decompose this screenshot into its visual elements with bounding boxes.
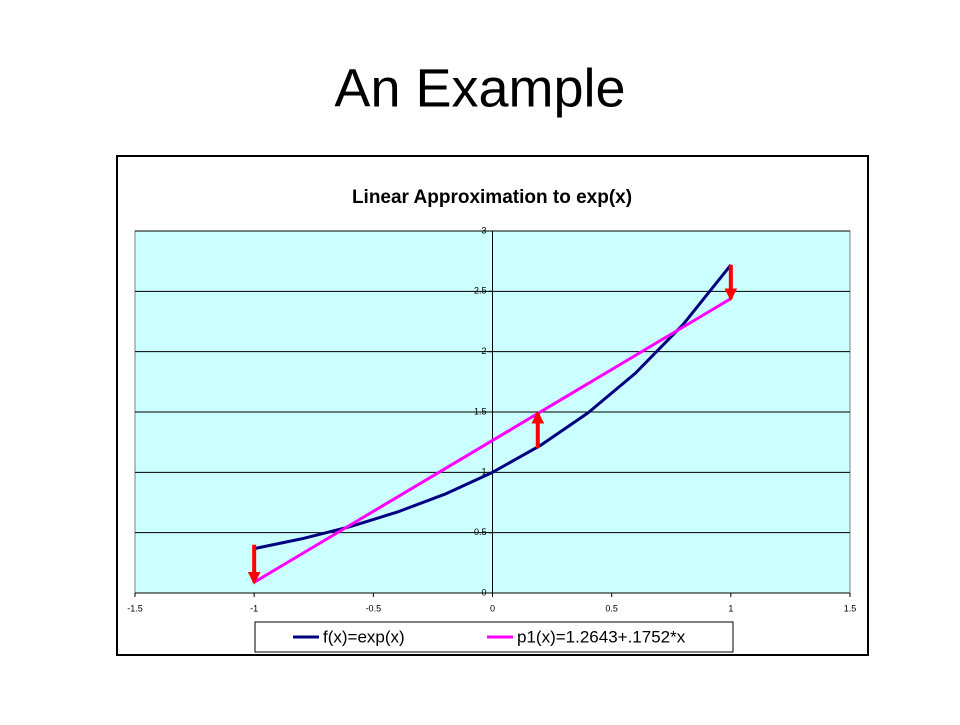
x-tick-label: -1.5 [127,603,143,613]
y-tick-label: 0.5 [474,527,487,537]
series-line [253,297,732,584]
x-tick-label: 1 [728,603,733,613]
y-tick-label: 2 [481,346,486,356]
legend-box [254,621,734,653]
series-line [253,264,733,551]
y-tick-label: 1.5 [474,406,487,416]
x-tick-label: -0.5 [366,603,382,613]
x-tick-label: 1.5 [844,603,857,613]
y-tick-label: 1 [481,467,486,477]
y-tick-label: 2.5 [474,286,487,296]
y-tick-label: 0 [481,587,486,597]
x-tick-label: 0.5 [605,603,618,613]
legend-label: p1(x)=1.2643+.1752*x [517,627,686,646]
x-tick-label: 0 [490,603,495,613]
y-tick-label: 3 [481,225,486,235]
x-tick-label: -1 [250,603,258,613]
legend-label: f(x)=exp(x) [323,627,405,646]
slide-title: An Example [334,58,625,118]
chart-title: Linear Approximation to exp(x) [352,187,632,208]
